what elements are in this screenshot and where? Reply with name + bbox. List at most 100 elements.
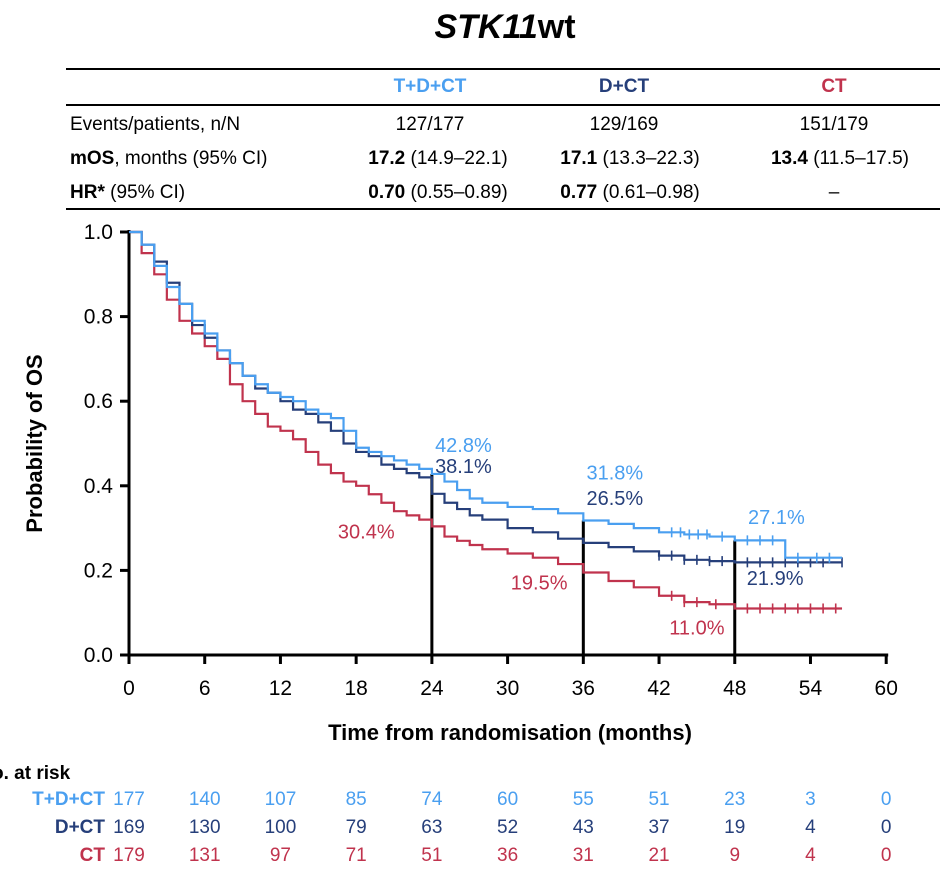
risk-value: 3 (805, 789, 816, 810)
x-axis-label: Time from randomisation (months) (328, 720, 692, 745)
landmark-annotation: 19.5% (511, 572, 568, 594)
x-tick-label: 42 (647, 677, 670, 700)
landmark-annotation: 42.8% (435, 435, 492, 457)
x-tick-label: 24 (420, 677, 444, 700)
risk-value: 9 (729, 845, 741, 866)
x-tick-label: 0 (123, 677, 135, 700)
risk-row-label: D+CT (54, 817, 105, 838)
landmark-annotation: 27.1% (748, 507, 805, 529)
risk-value: 179 (113, 845, 145, 866)
risk-value: 37 (648, 817, 670, 838)
mos-tdct: 17.2 (14.9–22.1) (353, 148, 523, 170)
events-tdct: 127/177 (395, 114, 465, 135)
mos-value-ct: 13.4 (770, 148, 808, 169)
mos-ct: 13.4 (11.5–17.5) (750, 148, 930, 170)
risk-value: 51 (421, 845, 443, 866)
y-tick-label: 1.0 (84, 221, 113, 244)
risk-value: 107 (264, 789, 297, 810)
mos-dct: 17.1 (13.3–22.3) (545, 148, 715, 170)
risk-value: 130 (188, 817, 221, 838)
landmark-annotation: 21.9% (747, 568, 804, 590)
table-header-rule (66, 104, 940, 106)
risk-value: 0 (880, 817, 892, 838)
y-tick-label: 0.4 (84, 475, 114, 498)
x-tick-label: 30 (496, 677, 519, 700)
hr-value-dct: 0.77 (560, 182, 598, 203)
risk-value: 4 (805, 845, 816, 866)
risk-value: 177 (113, 789, 145, 810)
hr-value-tdct: 0.70 (368, 182, 406, 203)
y-tick-label: 0.6 (84, 390, 113, 413)
risk-value: 0 (880, 845, 892, 866)
risk-value: 31 (572, 845, 594, 866)
hr-label-rest: (95% CI) (104, 182, 186, 203)
km-chart: 0 6 12 18 24 30 36 42 48 54 60 0.0 0.2 0.4 0.6 0.8 1.0 Ti… (22, 221, 898, 745)
hr-dct: 0.77 (0.61–0.98) (545, 182, 715, 204)
risk-value: 4 (805, 817, 816, 838)
risk-value: 97 (269, 845, 291, 866)
mos-ci-tdct: (14.9–22.1) (405, 148, 508, 169)
x-tick-label: 36 (572, 677, 595, 700)
hr-ci-tdct: (0.55–0.89) (405, 182, 508, 203)
mos-label: mOS, months (95% CI) (70, 148, 267, 170)
risk-table-title: o. at risk (0, 763, 71, 784)
risk-value: 131 (188, 845, 221, 866)
mos-value-dct: 17.1 (560, 148, 598, 169)
risk-value: 100 (264, 817, 297, 838)
risk-value: 63 (421, 817, 443, 838)
table-top-rule (66, 68, 940, 70)
landmark-annotation: 26.5% (587, 488, 644, 510)
x-tick-label: 48 (723, 677, 746, 700)
events-ct: 151/179 (799, 114, 869, 135)
hr-tdct: 0.70 (0.55–0.89) (353, 182, 523, 204)
risk-value: 55 (572, 789, 594, 810)
y-axis-label: Probability of OS (22, 354, 47, 532)
risk-value: 52 (497, 817, 519, 838)
risk-value: 85 (345, 789, 367, 810)
landmark-annotation: 11.0% (669, 618, 724, 640)
arm-header-tdct: T+D+CT (393, 76, 467, 97)
risk-value: 36 (497, 845, 519, 866)
risk-value: 71 (345, 845, 367, 866)
hr-label: HR* (95% CI) (70, 182, 185, 204)
y-tick-label: 0.2 (84, 559, 113, 582)
arm-header-dct: D+CT (598, 76, 650, 97)
risk-value: 140 (188, 789, 221, 810)
hr-ci-dct: (0.61–0.98) (597, 182, 700, 203)
title-gene: STK11 (434, 8, 538, 46)
landmark-annotation: 30.4% (338, 522, 395, 544)
mos-label-rest: , months (95% CI) (114, 148, 268, 169)
y-tick-label: 0.0 (84, 644, 113, 667)
x-tick-label: 60 (875, 677, 898, 700)
x-tick-label: 12 (269, 677, 292, 700)
hr-ct: – (764, 182, 904, 204)
hr-ci-ct: – (828, 182, 840, 203)
events-dct: 129/169 (589, 114, 659, 135)
risk-value: 21 (648, 845, 670, 866)
risk-value: 79 (345, 817, 367, 838)
risk-row-label: T+D+CT (32, 789, 105, 810)
series-line-T+D+CT (129, 230, 843, 559)
mos-ci-dct: (13.3–22.3) (597, 148, 700, 169)
table-bottom-rule (66, 208, 940, 210)
risk-value: 169 (113, 817, 145, 838)
mos-value-tdct: 17.2 (368, 148, 406, 169)
mos-label-bold: mOS (70, 148, 115, 169)
landmark-annotation: 38.1% (435, 456, 492, 478)
risk-value: 43 (572, 817, 594, 838)
series-line-D+CT (129, 230, 843, 564)
x-tick-label: 54 (799, 677, 823, 700)
risk-value: 0 (880, 789, 892, 810)
landmark-annotation: 31.8% (587, 462, 644, 484)
chart-title: STK11wt (0, 8, 940, 47)
events-label: Events/patients, n/N (70, 114, 241, 135)
risk-value: 60 (497, 789, 519, 810)
x-tick-label: 6 (199, 677, 211, 700)
risk-value: 74 (421, 789, 443, 810)
hr-label-bold: HR* (70, 182, 105, 203)
risk-value: 51 (648, 789, 670, 810)
risk-value: 23 (724, 789, 746, 810)
x-tick-label: 18 (344, 677, 367, 700)
mos-ci-ct: (11.5–17.5) (807, 148, 910, 169)
risk-row-label: CT (79, 845, 105, 866)
